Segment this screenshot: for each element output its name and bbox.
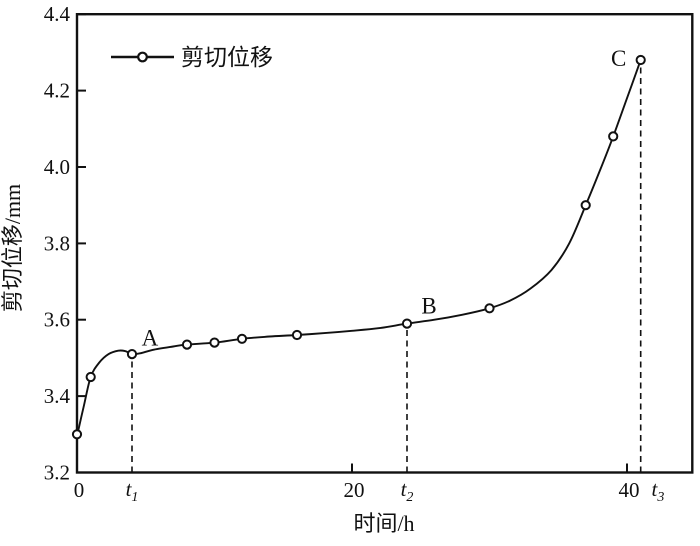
data-point-marker	[401, 318, 413, 329]
data-point-marker	[126, 349, 138, 360]
y-tick-label: 4.2	[44, 79, 70, 103]
data-point-marker	[236, 333, 248, 344]
annotation-A: A	[142, 326, 159, 351]
reference-label-subscript: 3	[656, 490, 664, 505]
data-point-marker	[291, 329, 303, 341]
data-point-marker	[209, 337, 220, 348]
reference-label-subscript: 1	[131, 490, 138, 505]
data-point-marker	[71, 429, 83, 440]
reference-label-main: t	[126, 477, 133, 501]
y-tick-label: 4.4	[44, 2, 71, 26]
legend-label: 剪切位移	[181, 45, 273, 70]
y-axis-title: 剪切位移/mm	[0, 184, 25, 312]
series-curve	[76, 59, 642, 437]
data-point-marker	[181, 339, 193, 350]
data-point-marker	[85, 371, 96, 383]
annotation-B: B	[421, 294, 436, 319]
reference-label-t1: t1	[126, 477, 139, 505]
y-tick-label: 3.8	[44, 231, 70, 255]
x-axis-title: 时间/h	[353, 511, 414, 536]
reference-label-t3: t3	[651, 477, 664, 505]
legend-marker-sample	[137, 51, 148, 63]
reference-label-t2: t2	[401, 477, 414, 505]
annotation-C: C	[611, 46, 626, 71]
x-tick-label: 40	[619, 478, 640, 502]
y-tick-label: 4.0	[44, 155, 70, 179]
reference-label-main: t	[651, 477, 658, 501]
reference-label-subscript: 2	[406, 490, 413, 505]
reference-label-main: t	[401, 477, 408, 501]
y-tick-label: 3.2	[44, 461, 70, 485]
y-tick-label: 3.6	[44, 308, 70, 332]
x-tick-label: 0	[74, 478, 85, 502]
data-point-marker	[484, 303, 495, 314]
x-tick-label: 20	[344, 478, 365, 502]
data-point-marker	[608, 131, 619, 142]
data-point-marker	[635, 54, 646, 66]
y-tick-label: 3.4	[44, 384, 71, 408]
data-point-marker	[580, 200, 591, 211]
